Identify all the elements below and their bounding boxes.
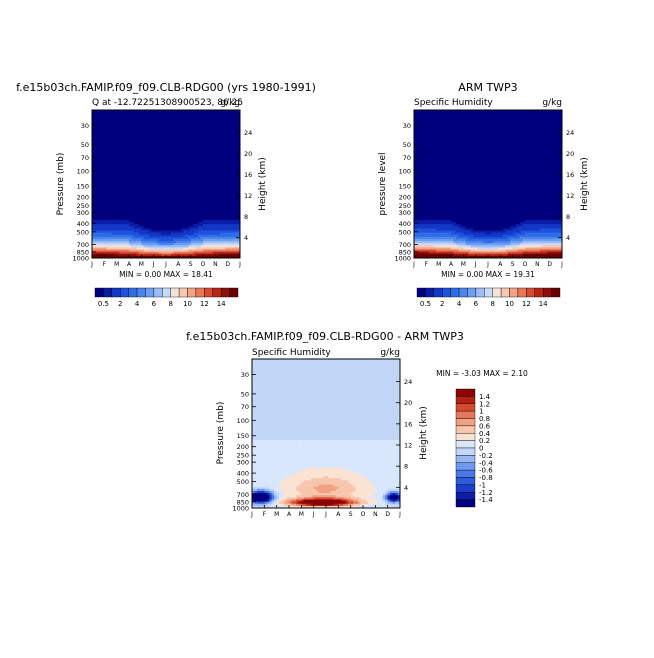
panel-model-stats: MIN = 0.00 MAX = 18.41 <box>119 270 213 279</box>
y-tick-label: 1000 <box>72 255 89 263</box>
colorbar-swatch <box>188 288 196 297</box>
y2-tick-label: 16 <box>244 171 252 179</box>
colorbar-swatch <box>196 288 204 297</box>
x-tick-label: N <box>213 261 218 268</box>
y-tick-label: 100 <box>77 167 89 175</box>
colorbar-swatch <box>230 288 238 297</box>
colorbar-label: 12 <box>200 300 209 308</box>
heatmap-cells <box>92 110 240 258</box>
y2-tick-label: 12 <box>244 192 252 200</box>
y-tick-label: 50 <box>81 141 89 149</box>
colorbar-swatch <box>162 288 170 297</box>
x-tick-label: J <box>164 261 167 268</box>
panel-model-y2label: Height (km) <box>258 157 268 211</box>
x-tick-label: D <box>225 261 230 268</box>
colorbar-swatch <box>221 288 229 297</box>
y-tick-label: 200 <box>77 194 89 202</box>
colorbar-label: 10 <box>183 300 192 308</box>
colorbar-label: 0.5 <box>98 300 109 308</box>
y2-tick-label: 8 <box>244 213 248 221</box>
x-tick-label: A <box>176 261 181 268</box>
panel-observation-ylabel: pressure level <box>378 152 388 215</box>
panel-observation-stats: MIN = 0.00 MAX = 19.31 <box>441 270 535 279</box>
x-tick-label: O <box>201 261 206 268</box>
y2-tick-label: 4 <box>244 234 248 242</box>
y2-tick-label: 24 <box>244 129 252 137</box>
colorbar-label: 6 <box>152 300 157 308</box>
colorbar-label: 4 <box>135 300 140 308</box>
x-tick-label: M <box>114 261 119 268</box>
colorbar-swatch <box>95 288 103 297</box>
colorbar-swatch <box>112 288 120 297</box>
x-tick-label: A <box>127 261 132 268</box>
panel-observation-subtitle: Specific Humidity <box>414 98 493 108</box>
colorbar-label: 8 <box>168 300 172 308</box>
panel-observation-y2label: Height (km) <box>580 157 590 211</box>
heatmap-cells <box>414 110 562 258</box>
x-tick-label: J <box>238 261 241 268</box>
colorbar-swatch <box>103 288 111 297</box>
colorbar-swatch <box>179 288 187 297</box>
y2-tick-label: 20 <box>244 150 252 158</box>
colorbar-swatch <box>137 288 145 297</box>
panel-model: f.e15b03ch.FAMIP.f09_f09.CLB-RDG00 (yrs … <box>16 81 316 308</box>
colorbar-swatch <box>145 288 153 297</box>
y-tick-label: 70 <box>81 154 89 162</box>
colorbar-swatch <box>171 288 179 297</box>
colorbar: 0.5 2 4 6 8 10 12 14 <box>95 288 238 308</box>
panel-observation-units: g/kg <box>542 98 562 108</box>
y-tick-label: 150 <box>77 183 89 191</box>
y-tick-label: 300 <box>77 209 89 217</box>
panel-model-units: g/kg <box>220 98 240 108</box>
panel-observation-title: ARM TWP3 <box>458 81 517 94</box>
x-tick-label: J <box>90 261 93 268</box>
y-tick-label: 500 <box>77 228 89 236</box>
panel-observation: ARM TWP3 Specific Humidity g/kg MIN = 0.… <box>378 81 590 308</box>
colorbar-label: 2 <box>118 300 122 308</box>
colorbar-swatch <box>154 288 162 297</box>
colorbar-swatch <box>204 288 212 297</box>
colorbar-swatch <box>213 288 221 297</box>
x-tick-label: S <box>189 261 193 268</box>
panel-model-title: f.e15b03ch.FAMIP.f09_f09.CLB-RDG00 (yrs … <box>16 81 316 94</box>
colorbar-label: 14 <box>217 300 226 308</box>
panel-model-ylabel: Pressure (mb) <box>56 153 66 216</box>
colorbar-swatch <box>129 288 137 297</box>
colorbar-swatch <box>120 288 128 297</box>
y-tick-label: 400 <box>77 220 89 228</box>
x-tick-label: F <box>103 261 107 268</box>
x-tick-label: M <box>139 261 144 268</box>
x-tick-label: J <box>152 261 155 268</box>
y-tick-label: 30 <box>81 122 89 130</box>
